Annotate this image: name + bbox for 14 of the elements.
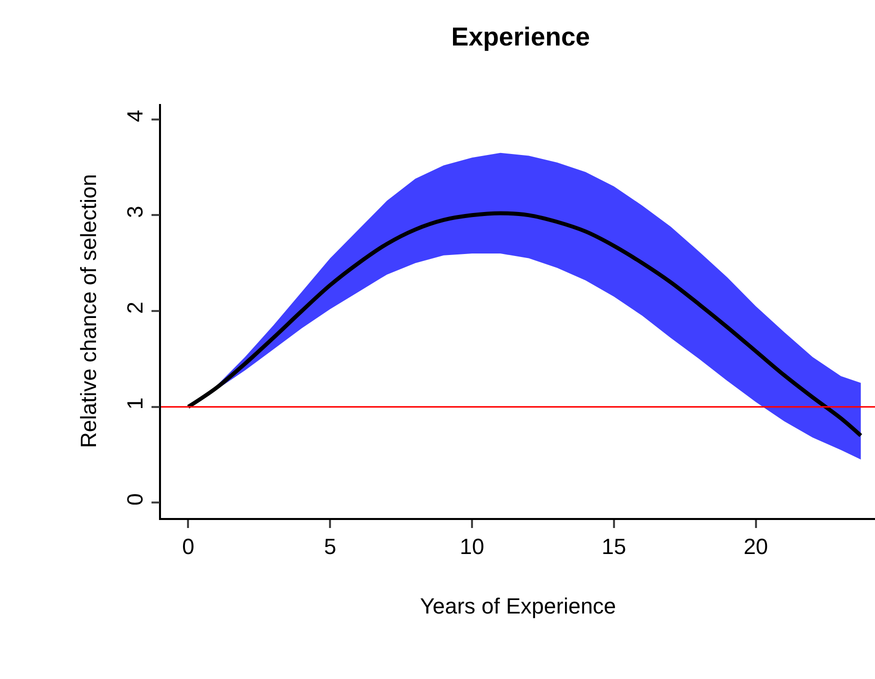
y-tick-label: 0 [122,493,148,506]
x-tick-label: 20 [744,534,768,560]
x-tick-label: 0 [182,534,194,560]
chart-title: Experience [451,21,590,52]
x-tick-label: 5 [324,534,336,560]
y-tick-label: 1 [122,397,148,410]
y-tick-label: 4 [122,110,148,122]
y-tick-label: 2 [122,302,148,314]
y-axis-title: Relative chance of selection [76,174,101,448]
line-series [186,211,863,438]
x-tick-label: 10 [460,534,484,560]
x-tick-label: 15 [602,534,626,560]
x-axis-title: Years of Experience [420,594,616,619]
y-tick-label: 3 [122,206,148,218]
